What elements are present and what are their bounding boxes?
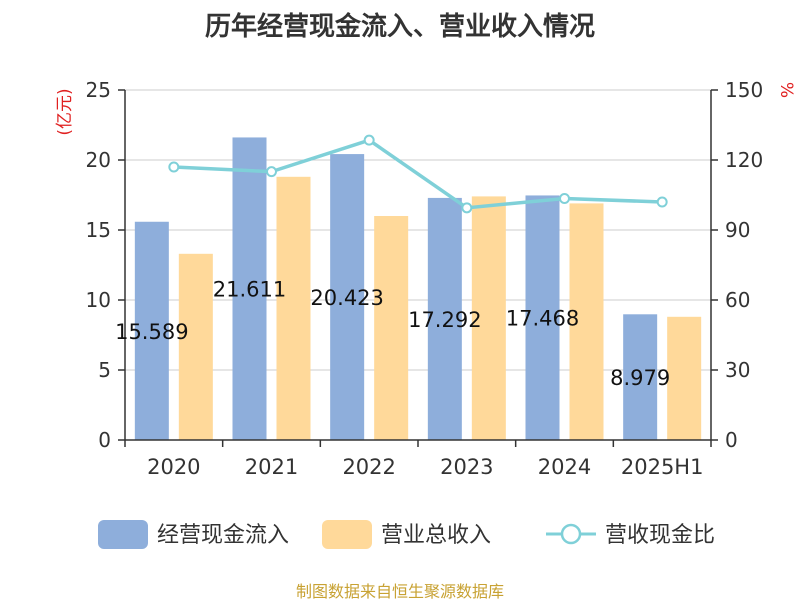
legend: 经营现金流入 营业总收入 营收现金比 — [98, 520, 715, 549]
x-tick-label: 2020 — [147, 455, 200, 479]
y-axis-right-unit: % — [776, 82, 796, 98]
line-point — [266, 166, 277, 178]
x-tick-label: 2024 — [538, 455, 591, 479]
legend-swatch — [322, 520, 372, 549]
bar — [427, 197, 462, 440]
y-tick-label-right: 120 — [725, 148, 763, 172]
legend-swatch — [98, 520, 148, 549]
bars — [134, 137, 702, 441]
legend-label: 经营现金流入 — [157, 523, 289, 548]
line-point — [656, 196, 668, 208]
line-series — [173, 138, 663, 210]
y-tick-label-right: 0 — [725, 428, 738, 452]
y-tick-label-left: 0 — [98, 428, 111, 452]
data-labels: 15.589 21.611 20.423 17.292 17.468 8.979 — [115, 278, 670, 390]
y-tick-label-left: 15 — [86, 218, 111, 242]
data-label: 8.979 — [610, 366, 670, 390]
y-tick-label-right: 30 — [725, 358, 750, 382]
source-note: 制图数据来自恒生聚源数据库 — [295, 582, 504, 601]
bar — [623, 314, 658, 440]
x-tick-label: 2022 — [342, 455, 395, 479]
bar — [178, 253, 213, 440]
bar — [276, 176, 311, 441]
chart-title: 历年经营现金流入、营业收入情况 — [204, 12, 595, 42]
line-point — [363, 134, 375, 146]
y-axis-left-unit: (亿元) — [55, 88, 75, 135]
x-tick-label: 2023 — [440, 455, 493, 479]
axes: 0 5 10 15 20 25 0 30 60 90 120 150 2020 2021 2022 2023 2… — [55, 78, 796, 479]
ratio-line — [168, 134, 668, 214]
bar — [330, 154, 365, 440]
y-tick-label-left: 5 — [98, 358, 111, 382]
line-point — [559, 193, 570, 204]
x-tick-label: 2025H1 — [621, 455, 704, 479]
y-tick-label-right: 150 — [725, 78, 763, 102]
y-tick-label-left: 10 — [86, 288, 111, 312]
data-label: 20.423 — [310, 286, 383, 310]
bar — [525, 195, 560, 440]
data-label: 21.611 — [213, 278, 286, 302]
bar — [134, 221, 169, 440]
line-point — [168, 161, 180, 173]
legend-label: 营收现金比 — [605, 523, 715, 548]
x-tick-label: 2021 — [245, 455, 298, 479]
data-label: 15.589 — [115, 320, 188, 344]
y-tick-label-left: 20 — [86, 148, 111, 172]
data-label: 17.292 — [408, 308, 481, 332]
y-tick-label-right: 90 — [725, 218, 750, 242]
y-tick-label-right: 60 — [725, 288, 750, 312]
bar — [569, 203, 604, 440]
y-tick-label-left: 25 — [86, 78, 111, 102]
gridlines — [125, 89, 711, 371]
line-point — [461, 202, 473, 214]
bar — [667, 316, 702, 440]
data-label: 17.468 — [506, 307, 579, 331]
legend-label: 营业总收入 — [381, 523, 491, 548]
bar — [374, 216, 409, 440]
bar — [471, 196, 506, 440]
legend-marker — [560, 523, 582, 545]
bar — [232, 137, 267, 441]
